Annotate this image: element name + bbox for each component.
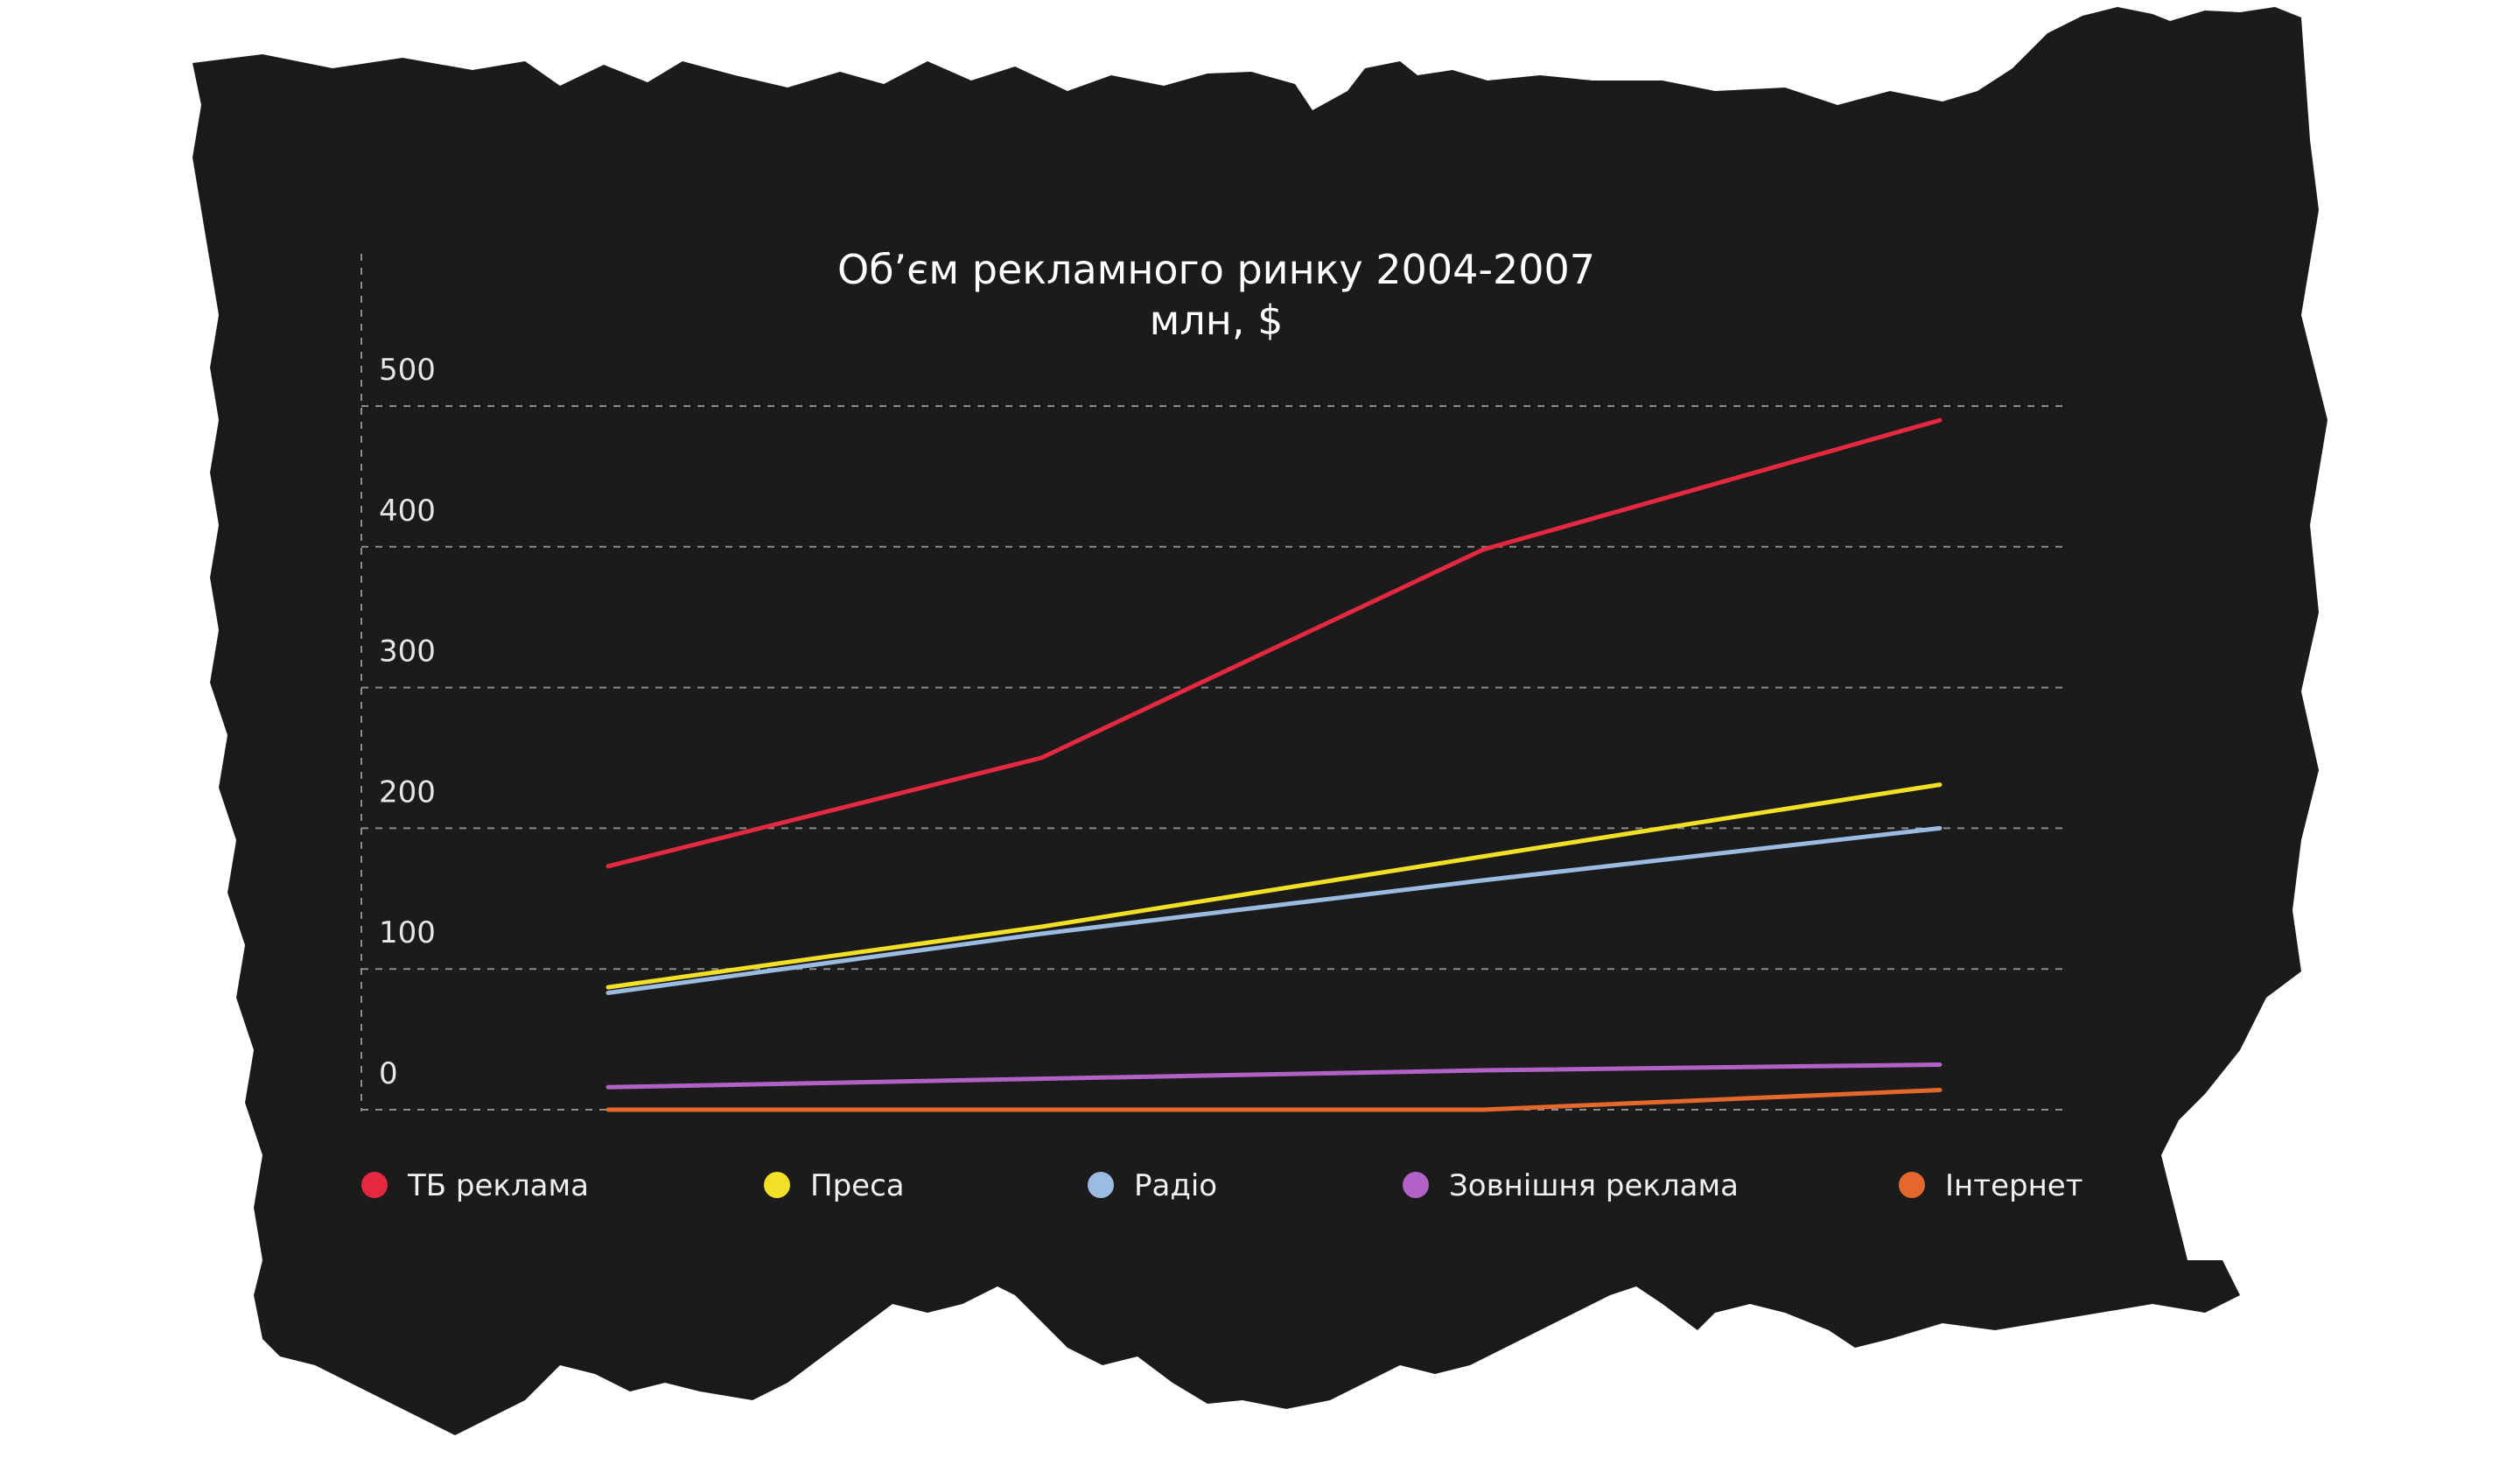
legend-label: Радіо — [1134, 1168, 1217, 1203]
legend-swatch — [361, 1172, 388, 1198]
y-tick-label: 200 — [379, 775, 436, 810]
chart-title-group: Об’єм рекламного ринку 2004-2007 млн, $ — [837, 246, 1595, 344]
legend-item: Радіо — [1088, 1168, 1217, 1203]
y-tick-label: 300 — [379, 634, 436, 669]
legend-label: Зовнішня реклама — [1449, 1168, 1739, 1203]
chart-subtitle: млн, $ — [1150, 297, 1284, 344]
y-tick-labels: 0 100 200 300 400 500 — [379, 353, 436, 1091]
legend-label: Преса — [810, 1168, 905, 1203]
y-tick-label: 500 — [379, 353, 436, 388]
legend-swatch — [1403, 1172, 1429, 1198]
series-lines — [606, 417, 1942, 1112]
legend-label: Інтернет — [1945, 1168, 2083, 1203]
series-line-2 — [606, 825, 1942, 995]
legend-item: Зовнішня реклама — [1403, 1168, 1739, 1203]
series-line-3 — [606, 1062, 1942, 1090]
legend-swatch — [1899, 1172, 1925, 1198]
legend-item: Преса — [764, 1168, 905, 1203]
legend-item: Інтернет — [1899, 1168, 2083, 1203]
legend-item: ТБ реклама — [361, 1168, 589, 1203]
legend-swatch — [1088, 1172, 1114, 1198]
series-line-0 — [606, 417, 1942, 869]
series-line-1 — [606, 782, 1942, 990]
legend: ТБ реклама Преса Радіо Зовнішня реклама Інте… — [361, 1168, 2083, 1203]
y-tick-label: 100 — [379, 915, 436, 950]
torn-paper-background — [192, 7, 2328, 1435]
legend-label: ТБ реклама — [407, 1168, 589, 1203]
y-tick-label: 400 — [379, 494, 436, 529]
legend-swatch — [764, 1172, 790, 1198]
series-line-4 — [606, 1088, 1942, 1112]
y-tick-label: 0 — [379, 1056, 398, 1091]
chart-title: Об’єм рекламного ринку 2004-2007 — [837, 246, 1595, 293]
